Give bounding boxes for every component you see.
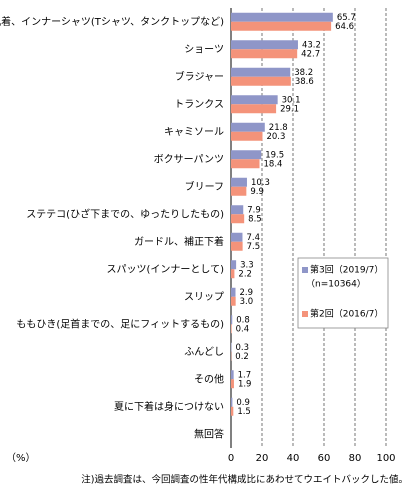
- legend-swatch: [302, 311, 308, 317]
- value-label: 42.7: [301, 49, 320, 59]
- value-label: 38.2: [294, 68, 313, 78]
- y-tick-label: 無回答: [194, 427, 224, 440]
- bar: [231, 21, 332, 31]
- value-label: 9.9: [250, 187, 264, 197]
- bar: [231, 76, 291, 86]
- x-axis-unit: （%）: [6, 452, 36, 464]
- bar: [231, 150, 262, 160]
- value-label: 29.1: [280, 104, 299, 114]
- bar: [231, 12, 333, 22]
- value-label: 2.9: [239, 288, 253, 298]
- y-tick-label: ボクサーパンツ: [154, 153, 224, 165]
- value-label: 3.3: [240, 260, 254, 270]
- value-label: 0.8: [236, 315, 250, 325]
- value-label: 64.6: [335, 22, 354, 32]
- value-label: 65.7: [337, 13, 356, 23]
- y-tick-label: スリップ: [184, 291, 224, 303]
- footnote: 注)過去調査は、今回調査の性年代構成比にあわせてウエイトバックした値。: [81, 474, 408, 486]
- y-tick-label: ももひき(足首までの、足にフィットするもの): [16, 317, 224, 330]
- x-tick-label: 100: [376, 453, 395, 464]
- bar: [231, 159, 260, 169]
- value-label: 1.7: [238, 370, 252, 380]
- value-label: 21.8: [269, 123, 288, 133]
- bar: [231, 214, 245, 224]
- value-label: 20.3: [266, 132, 285, 142]
- x-tick-label: 20: [256, 453, 269, 464]
- value-label: 10.3: [251, 178, 270, 188]
- bar: [231, 406, 234, 416]
- value-label: 7.5: [247, 242, 261, 252]
- value-label: 7.9: [247, 205, 261, 215]
- bar: [231, 49, 298, 59]
- value-label: 19.5: [265, 150, 284, 160]
- value-label: 7.4: [246, 233, 260, 243]
- bar: [231, 232, 243, 242]
- y-tick-label: ブリーフ: [185, 180, 224, 193]
- bar: [231, 241, 243, 251]
- y-tick-label: スパッツ(インナーとして): [106, 263, 224, 275]
- value-label: 30.1: [282, 95, 301, 105]
- value-label: 43.2: [302, 40, 321, 50]
- bar: [231, 287, 236, 297]
- value-label: 0.9: [236, 398, 250, 408]
- value-label: 8.5: [248, 214, 262, 224]
- bar: [231, 67, 291, 77]
- value-label: 1.9: [238, 379, 252, 389]
- x-tick-label: 80: [349, 453, 362, 464]
- bar: [231, 260, 237, 270]
- value-label: 2.2: [238, 269, 252, 279]
- y-tick-label: 肌着、インナーシャツ(Tシャツ、タンクトップなど): [0, 15, 224, 28]
- y-tick-label: ふんどし: [184, 346, 224, 358]
- bar: [231, 177, 247, 187]
- legend-label: 第3回（2019/7）: [310, 264, 383, 276]
- y-tick-label: ブラジャー: [175, 70, 224, 83]
- y-tick-label: トランクス: [174, 98, 224, 110]
- bar: [231, 40, 298, 50]
- bar: [231, 370, 234, 380]
- legend-box: [297, 257, 389, 329]
- bar: [231, 95, 278, 105]
- legend-note: （n=10364）: [306, 279, 366, 290]
- y-tick-label: ショーツ: [184, 44, 224, 55]
- bar: [231, 397, 233, 407]
- bar: [231, 104, 277, 114]
- bar: [231, 131, 263, 141]
- bar: [231, 379, 234, 389]
- x-tick-label: 40: [287, 453, 300, 464]
- bar: [231, 269, 235, 279]
- value-label: 38.6: [295, 77, 314, 87]
- value-label: 0.2: [235, 352, 249, 362]
- bar: [231, 122, 265, 132]
- y-tick-label: 夏に下着は身につけない: [114, 400, 224, 413]
- x-tick-label: 60: [318, 453, 331, 464]
- y-tick-label: キャミソール: [164, 127, 224, 138]
- value-label: 3.0: [240, 297, 254, 307]
- value-label: 18.4: [264, 159, 283, 169]
- legend-swatch: [302, 267, 308, 273]
- x-tick-label: 0: [228, 453, 234, 464]
- legend-label: 第2回（2016/7）: [310, 308, 383, 320]
- bar: [231, 324, 232, 334]
- value-label: 0.4: [236, 324, 250, 334]
- bar: [231, 205, 244, 215]
- y-tick-label: ガードル、補正下着: [134, 235, 224, 248]
- value-label: 1.5: [237, 407, 251, 417]
- bar: [231, 186, 247, 196]
- y-tick-label: ステテコ(ひざ下までの、ゆったりしたもの): [26, 207, 224, 220]
- bar: [231, 296, 236, 306]
- bar: [231, 315, 233, 325]
- y-tick-label: その他: [194, 372, 224, 385]
- value-label: 0.3: [235, 343, 249, 353]
